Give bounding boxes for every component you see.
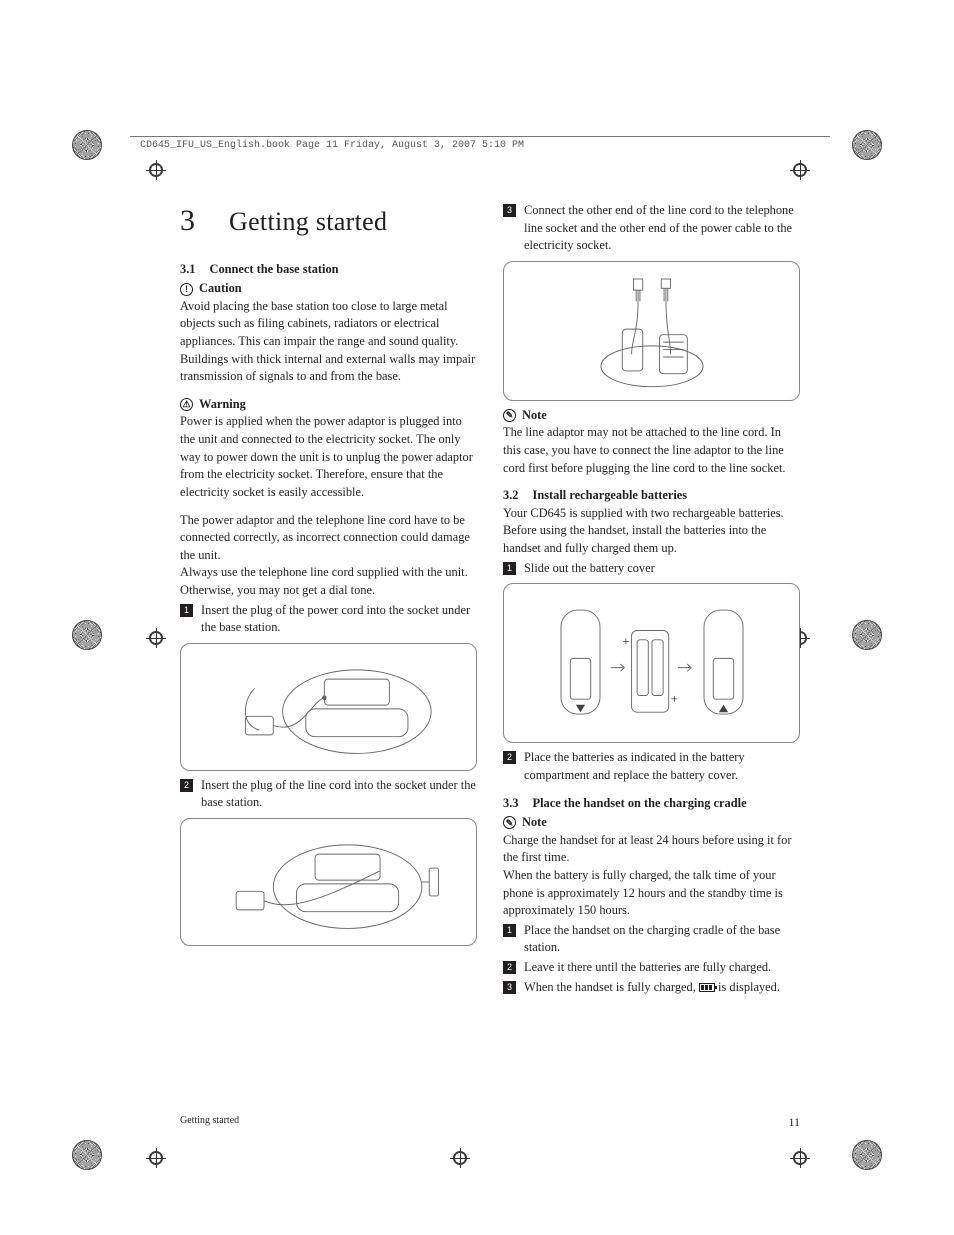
step-number-icon: 2	[180, 779, 193, 792]
footer-section: Getting started	[180, 1115, 239, 1130]
crop-mark	[790, 1148, 810, 1168]
step-number-icon: 3	[503, 204, 516, 217]
registration-mark	[72, 130, 102, 160]
warning-text: Power is applied when the power adaptor …	[180, 413, 477, 501]
step-text: Place the handset on the charging cradle…	[524, 922, 800, 957]
caution-icon: !	[180, 283, 193, 296]
note-label: Note	[522, 814, 547, 832]
battery-full-icon	[699, 983, 715, 992]
registration-mark	[72, 1140, 102, 1170]
figure-base-line	[180, 818, 477, 946]
step-text-part: When the handset is fully charged,	[524, 980, 699, 994]
step-text: Insert the plug of the power cord into t…	[201, 602, 477, 637]
warning-icon: ⚠	[180, 398, 193, 411]
chapter-number: 3	[180, 200, 195, 243]
caution-text: Avoid placing the base station too close…	[180, 298, 477, 386]
note-text: The line adaptor may not be attached to …	[503, 424, 800, 477]
section-number: 3.1	[180, 261, 196, 279]
step-number-icon: 1	[180, 604, 193, 617]
step-text-part: is displayed.	[718, 980, 780, 994]
note-text: Charge the handset for at least 24 hours…	[503, 832, 800, 867]
caution-label: Caution	[199, 280, 242, 298]
chapter-title: Getting started	[229, 204, 387, 241]
step-number-icon: 2	[503, 961, 516, 974]
section-title: Connect the base station	[210, 261, 339, 279]
registration-mark	[852, 1140, 882, 1170]
figure-base-connected	[503, 261, 800, 401]
step-number-icon: 1	[503, 924, 516, 937]
registration-mark	[852, 620, 882, 650]
crop-mark	[146, 628, 166, 648]
registration-mark	[852, 130, 882, 160]
warning-label: Warning	[199, 396, 246, 414]
crop-mark	[450, 1148, 470, 1168]
body-paragraph: Always use the telephone line cord suppl…	[180, 564, 477, 599]
page-number: 11	[788, 1115, 800, 1130]
figure-battery-install: + +	[503, 583, 800, 743]
step-number-icon: 1	[503, 562, 516, 575]
crop-mark	[146, 160, 166, 180]
step-text: Leave it there until the batteries are f…	[524, 959, 771, 977]
step-text: Insert the plug of the line cord into th…	[201, 777, 477, 812]
step-text: Place the batteries as indicated in the …	[524, 749, 800, 784]
figure-base-power	[180, 643, 477, 771]
page-content: 3 Getting started 3.1 Connect the base s…	[180, 130, 800, 996]
section-title: Place the handset on the charging cradle	[533, 795, 747, 813]
column-right: 3 Connect the other end of the line cord…	[503, 200, 800, 996]
body-paragraph: Your CD645 is supplied with two recharge…	[503, 505, 800, 558]
note-label: Note	[522, 407, 547, 425]
step-text: Slide out the battery cover	[524, 560, 655, 578]
note-icon: ✎	[503, 816, 516, 829]
note-icon: ✎	[503, 409, 516, 422]
step-text: Connect the other end of the line cord t…	[524, 202, 800, 255]
section-number: 3.2	[503, 487, 519, 505]
step-number-icon: 3	[503, 981, 516, 994]
svg-text:+: +	[670, 691, 677, 706]
step-text: When the handset is fully charged, is di…	[524, 979, 780, 997]
page-footer: Getting started 11	[180, 1115, 800, 1130]
registration-mark	[72, 620, 102, 650]
body-paragraph: When the battery is fully charged, the t…	[503, 867, 800, 920]
crop-mark	[146, 1148, 166, 1168]
svg-text:+: +	[622, 634, 629, 649]
section-number: 3.3	[503, 795, 519, 813]
body-paragraph: The power adaptor and the telephone line…	[180, 512, 477, 565]
step-number-icon: 2	[503, 751, 516, 764]
section-title: Install rechargeable batteries	[533, 487, 688, 505]
column-left: 3 Getting started 3.1 Connect the base s…	[180, 200, 477, 996]
